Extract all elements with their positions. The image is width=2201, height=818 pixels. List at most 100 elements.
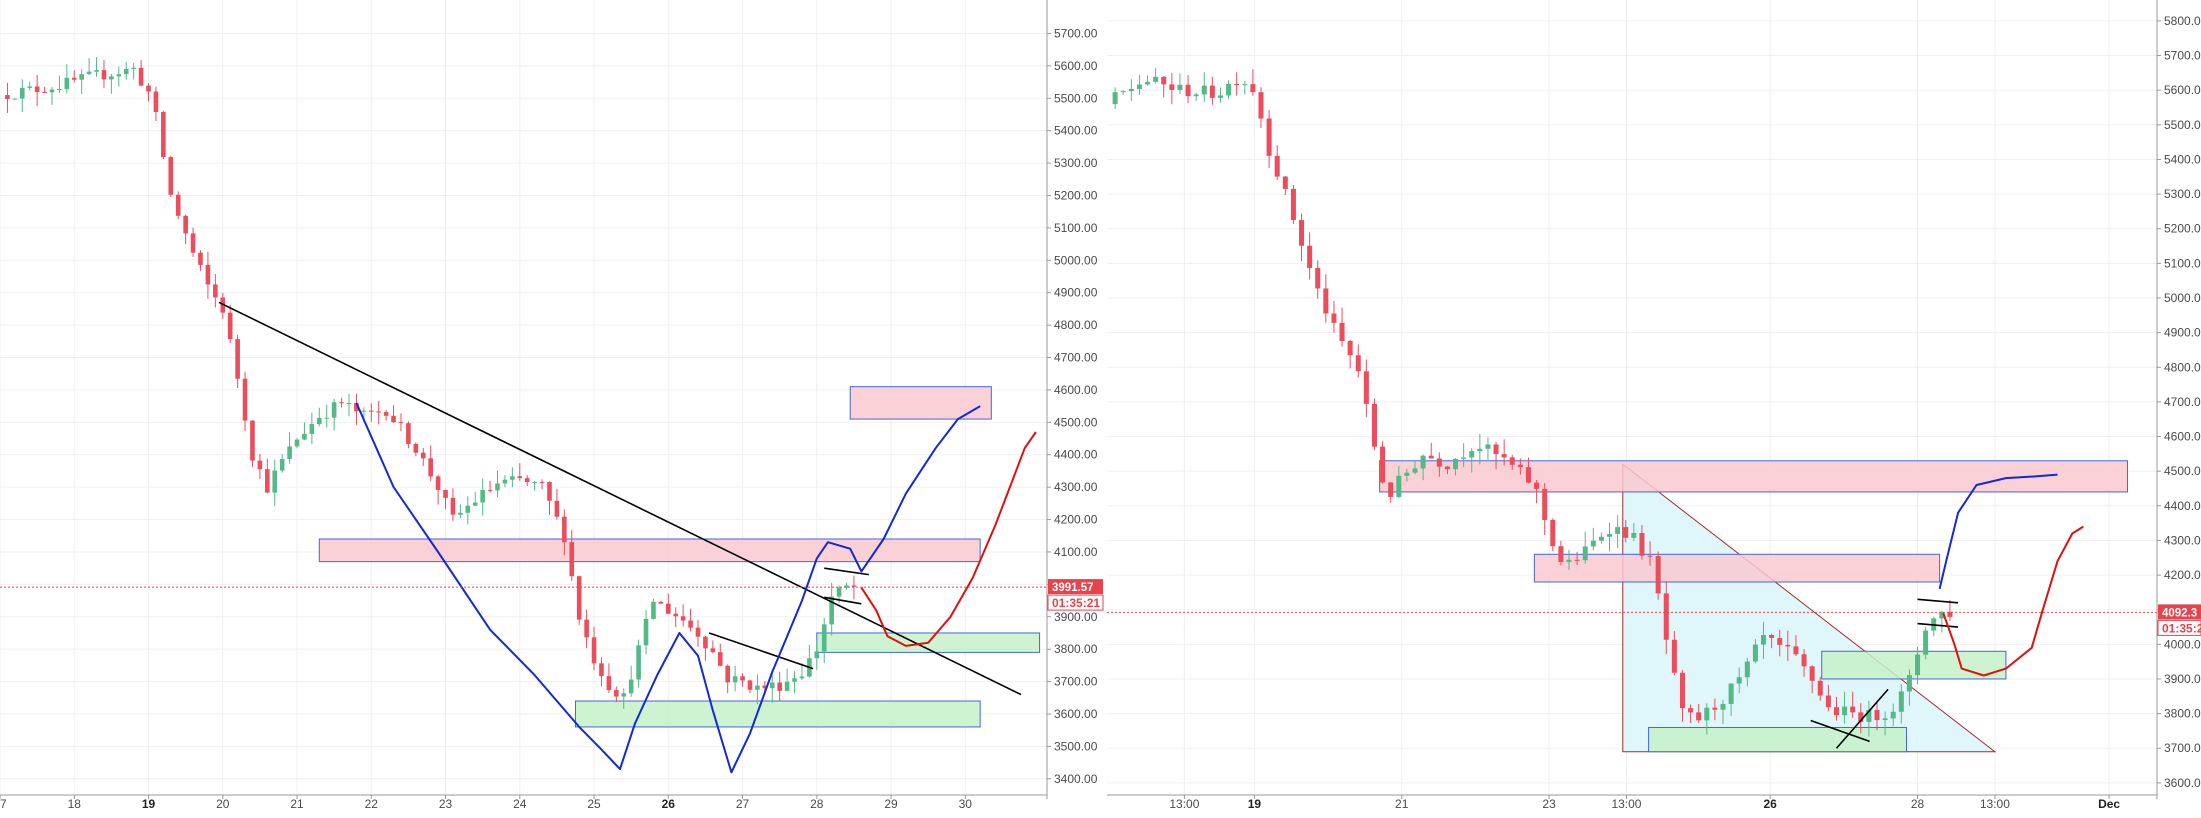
candle-body xyxy=(614,690,619,697)
candle-body xyxy=(443,489,448,498)
price-tick-label: 3400.00 xyxy=(1054,772,1098,786)
price-tick-label: 3600.00 xyxy=(1054,707,1098,721)
candle-body xyxy=(1850,706,1856,713)
candle-body xyxy=(376,411,382,413)
candle-body xyxy=(1128,88,1134,92)
time-tick-label: 26 xyxy=(1763,797,1777,811)
candle-body xyxy=(294,439,300,447)
candle-body xyxy=(1493,444,1499,455)
price-axis[interactable]: 5700.00 5600.00 5500.00 5400.00 5300.00 5200.… xyxy=(1046,0,1104,818)
candle-body xyxy=(361,410,367,412)
time-tick-label: 22 xyxy=(365,797,379,811)
candle-body xyxy=(161,111,166,158)
trend-line-4 xyxy=(1917,622,1959,628)
candle-body xyxy=(1485,444,1491,449)
time-tick-label: 21 xyxy=(290,797,304,811)
price-axis[interactable]: 5800.00 5700.00 5600.00 5500.00 5400.00 5300.… xyxy=(2156,0,2201,818)
candle-body xyxy=(1153,76,1159,82)
candle-body xyxy=(1177,84,1183,90)
candle-body xyxy=(1242,84,1248,86)
time-tick-label: 23 xyxy=(1542,797,1556,811)
candle-body xyxy=(1817,680,1823,696)
candle-body xyxy=(1120,91,1126,93)
price-tick-label: 5200.00 xyxy=(1054,188,1098,202)
candle-body xyxy=(1112,92,1118,105)
candle-body xyxy=(1890,711,1896,719)
candle-body xyxy=(1704,707,1710,721)
candle-body xyxy=(339,402,344,404)
price-tick-label: 4300.00 xyxy=(1054,480,1098,494)
candle-body xyxy=(1258,92,1264,119)
price-tick-label: 3900.00 xyxy=(2164,672,2201,686)
candle-body xyxy=(792,678,797,682)
candle-body xyxy=(1582,546,1588,561)
price-tick-label: 4000.00 xyxy=(2164,637,2201,651)
candle-body xyxy=(64,77,70,90)
candle-body xyxy=(42,91,47,93)
price-tick-label: 5100.00 xyxy=(2164,256,2201,270)
candle-body xyxy=(1363,371,1369,404)
candle-body xyxy=(651,601,656,619)
price-tick-label: 4800.00 xyxy=(1054,318,1098,332)
time-axis[interactable]: 13:00 19 21 23 13:00 26 28 13:00 Dec xyxy=(1107,794,2157,811)
candles xyxy=(5,57,857,709)
time-tick-label: 18 xyxy=(68,797,82,811)
candle-body xyxy=(755,685,760,690)
price-tick-label: 4900.00 xyxy=(2164,326,2201,340)
price-tick-label: 5600.00 xyxy=(2164,83,2201,97)
candle-body xyxy=(1842,706,1848,716)
price-axis-bg xyxy=(1047,0,1103,818)
candle-body xyxy=(1874,709,1880,721)
price-tick-label: 5500.00 xyxy=(1054,91,1098,105)
candle-body xyxy=(1623,527,1629,538)
chart-pane-2: 5800.00 5700.00 5600.00 5500.00 5400.00 5300.… xyxy=(1107,0,2201,818)
candle-body xyxy=(1744,661,1750,678)
candle-body xyxy=(710,648,716,653)
candle-body xyxy=(1801,654,1807,667)
support-zone-3 xyxy=(1821,650,2007,680)
candle-body xyxy=(450,497,456,515)
candle-body xyxy=(1679,672,1685,709)
price-tick-label: 4600.00 xyxy=(1054,383,1098,397)
price-tick-label: 4200.00 xyxy=(1054,513,1098,527)
candle-body xyxy=(814,651,820,659)
candle-body xyxy=(762,685,768,689)
candle-body xyxy=(784,681,790,691)
countdown-label: 01:35:21 xyxy=(2162,621,2201,635)
candle-body xyxy=(1793,646,1799,655)
candle-body xyxy=(1663,593,1669,640)
candle-body xyxy=(732,676,738,683)
last-price-label: 4092.3 xyxy=(2162,607,2197,619)
price-tick-label: 3700.00 xyxy=(1054,675,1098,689)
candle-body xyxy=(562,516,567,543)
triangle-pattern xyxy=(1622,463,1997,753)
candle-body xyxy=(1209,85,1215,98)
chart-pane-1: 5700.00 5600.00 5500.00 5400.00 5300.00 5200.… xyxy=(0,0,1104,818)
candle-body xyxy=(1396,475,1402,497)
price-tick-label: 3600.00 xyxy=(2164,776,2201,790)
candle-body xyxy=(1590,540,1596,547)
candle-body xyxy=(1736,677,1742,684)
candle-body xyxy=(1825,695,1831,708)
candle-body xyxy=(123,69,129,75)
candle-body xyxy=(1915,654,1921,676)
candle-body xyxy=(279,458,285,471)
price-tick-label: 5000.00 xyxy=(1054,253,1098,267)
price-tick-label: 4800.00 xyxy=(2164,360,2201,374)
candle-body xyxy=(1428,455,1434,459)
time-tick-label: 25 xyxy=(587,797,601,811)
time-tick-label: Dec xyxy=(2098,797,2120,811)
candle-body xyxy=(1201,85,1207,95)
candle-body xyxy=(547,482,552,501)
candle-body xyxy=(94,70,99,72)
candle-body xyxy=(1534,482,1540,489)
candle-body xyxy=(1461,457,1467,459)
time-axis[interactable]: 17 18 19 20 21 22 23 24 25 26 27 28 29 30 xyxy=(0,794,1047,811)
candle-body xyxy=(57,89,62,91)
candle-body xyxy=(1542,488,1548,520)
candle-body xyxy=(34,86,40,92)
candle-body xyxy=(168,157,174,195)
time-tick-label: 24 xyxy=(513,797,527,811)
candle-body xyxy=(1412,468,1418,473)
trend-line-3 xyxy=(824,567,869,576)
